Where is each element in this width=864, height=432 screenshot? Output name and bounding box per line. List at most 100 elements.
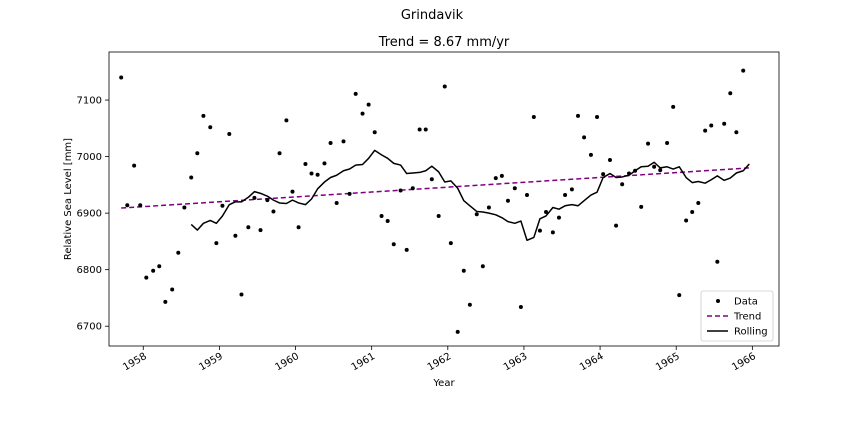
series-layer (119, 68, 750, 334)
data-point (239, 292, 244, 297)
data-point (391, 242, 396, 247)
data-point (366, 102, 371, 107)
data-point (480, 264, 485, 269)
x-tick-label: 1960 (273, 351, 301, 373)
data-point (119, 75, 124, 80)
data-point (328, 141, 333, 146)
data-point (322, 161, 327, 166)
data-point (537, 228, 542, 233)
data-point (467, 302, 472, 307)
data-point (493, 176, 498, 181)
data-point (227, 131, 232, 136)
x-tick-label: 1961 (350, 351, 378, 373)
legend-marker-data (716, 299, 720, 303)
data-point (334, 200, 339, 205)
data-point (556, 215, 561, 220)
data-point (633, 168, 638, 173)
plot-area (108, 51, 780, 347)
data-point (201, 113, 206, 118)
data-point (595, 115, 600, 120)
data-point (429, 177, 434, 182)
data-point (531, 115, 536, 120)
data-point (588, 152, 593, 157)
data-point (410, 186, 415, 191)
data-point (658, 168, 663, 173)
y-tick-label: 6700 (77, 322, 102, 333)
x-axis: 1958 1959 1960 1961 1962 1963 1964 1965 1966 (121, 346, 758, 373)
data-point (157, 264, 162, 269)
chart-title: Trend = 8.67 mm/yr (378, 35, 510, 50)
legend: Data Trend Rolling (700, 290, 774, 342)
data-point (182, 205, 187, 210)
data-point (246, 225, 251, 230)
y-tick-label: 7000 (77, 152, 102, 163)
x-tick-label: 1965 (654, 351, 682, 373)
data-point (684, 218, 689, 223)
data-point (220, 203, 225, 208)
data-point (347, 191, 352, 196)
data-point (582, 135, 587, 140)
data-point (722, 121, 727, 126)
data-point (265, 198, 270, 203)
y-axis: 6700 6800 6900 7000 7100 (77, 96, 109, 333)
data-point (417, 127, 422, 132)
data-point (671, 104, 676, 109)
data-point (163, 299, 168, 304)
data-point (315, 172, 320, 177)
data-point (677, 293, 682, 298)
y-tick-label: 7100 (77, 96, 102, 107)
data-point (296, 225, 301, 230)
x-tick-label: 1963 (502, 351, 530, 373)
data-point (125, 203, 130, 208)
data-point (423, 127, 428, 132)
data-point (138, 203, 143, 208)
data-point (734, 130, 739, 135)
data-point (214, 241, 219, 246)
x-axis-label: Year (432, 378, 455, 389)
trend-line (121, 167, 750, 209)
data-point (665, 141, 670, 146)
data-point (703, 128, 708, 133)
data-point (690, 210, 695, 215)
rolling-line (190, 149, 750, 242)
data-point (404, 247, 409, 252)
x-tick-label: 1962 (426, 351, 454, 373)
data-point (448, 241, 453, 246)
data-point (189, 175, 194, 180)
data-point (284, 118, 289, 123)
y-axis-label: Relative Sea Level [mm] (63, 138, 74, 260)
data-point (398, 188, 403, 193)
data-point (195, 151, 200, 156)
data-point (728, 91, 733, 96)
data-point (569, 187, 574, 192)
data-point (360, 111, 365, 116)
data-point (151, 268, 156, 273)
data-point (576, 113, 580, 118)
y-tick-label: 6800 (77, 265, 102, 276)
data-point (353, 91, 358, 96)
x-tick-label: 1966 (730, 351, 758, 373)
data-point (309, 171, 314, 176)
legend-box (700, 290, 774, 342)
data-point (544, 210, 549, 215)
data-point (170, 287, 175, 292)
data-point (455, 329, 460, 334)
y-tick-label: 6900 (77, 209, 102, 220)
data-point (233, 233, 238, 238)
data-point (652, 164, 657, 169)
data-point (486, 205, 491, 210)
data-point (258, 228, 263, 233)
data-point (524, 193, 529, 198)
data-point (372, 130, 377, 135)
legend-label-data: Data (734, 297, 758, 308)
data-point (385, 219, 390, 224)
data-point (709, 123, 714, 128)
data-point (252, 195, 257, 200)
data-point (341, 139, 346, 144)
chart-suptitle: Grindavik (401, 8, 464, 23)
x-tick-label: 1958 (121, 351, 149, 373)
data-point (271, 209, 276, 214)
data-point (474, 212, 479, 217)
data-point (499, 173, 504, 178)
